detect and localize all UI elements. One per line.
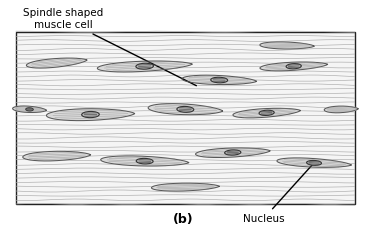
Ellipse shape	[177, 106, 194, 112]
Ellipse shape	[26, 108, 33, 111]
Ellipse shape	[136, 63, 153, 69]
Ellipse shape	[225, 150, 241, 155]
Polygon shape	[324, 106, 358, 113]
Polygon shape	[97, 61, 192, 72]
Polygon shape	[47, 109, 134, 121]
Polygon shape	[26, 58, 87, 68]
Polygon shape	[260, 42, 314, 49]
Ellipse shape	[211, 77, 228, 83]
Text: (b): (b)	[173, 213, 194, 227]
Polygon shape	[260, 62, 327, 71]
Ellipse shape	[286, 64, 301, 69]
Polygon shape	[182, 75, 257, 84]
Polygon shape	[148, 104, 222, 115]
Ellipse shape	[259, 110, 274, 115]
Ellipse shape	[136, 158, 153, 164]
Polygon shape	[233, 108, 300, 118]
Text: Spindle shaped
muscle cell: Spindle shaped muscle cell	[23, 8, 196, 86]
Polygon shape	[196, 148, 270, 157]
Polygon shape	[152, 183, 219, 191]
Ellipse shape	[306, 160, 321, 165]
Ellipse shape	[82, 111, 99, 118]
Polygon shape	[277, 158, 351, 167]
Bar	[16, 32, 355, 204]
Polygon shape	[23, 151, 90, 161]
Polygon shape	[101, 156, 189, 166]
Text: Nucleus: Nucleus	[243, 165, 312, 224]
Polygon shape	[12, 106, 46, 113]
